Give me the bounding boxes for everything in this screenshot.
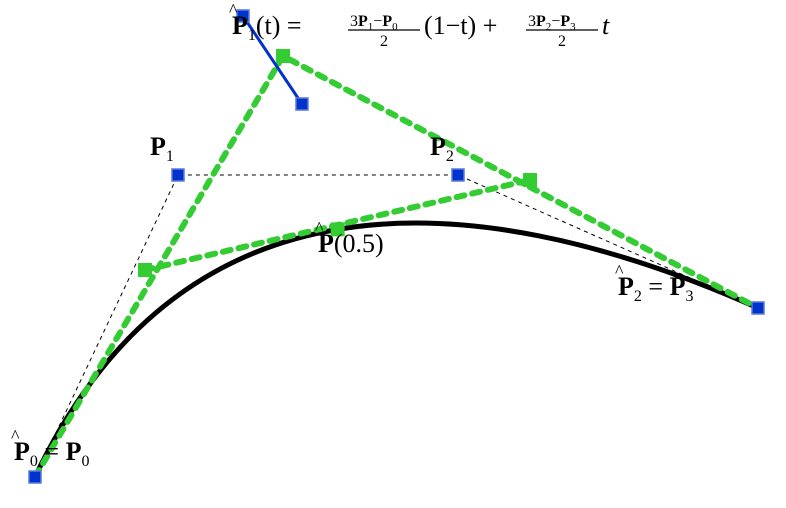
- label-p1: P1: [150, 132, 174, 165]
- formula-lead: P1(t) =: [232, 11, 302, 44]
- formula-frac2-den: 2: [558, 33, 566, 50]
- formula-mid2: t: [602, 11, 610, 40]
- label-formula: P1(t) = ^3P1−P02(1−t) + 3P2−P32t: [229, 0, 610, 50]
- label-phat0-hat: ^: [11, 426, 20, 446]
- marker-p3: [752, 302, 764, 314]
- label-p2: P2: [430, 132, 454, 165]
- formula-mid1: (1−t) +: [424, 11, 497, 40]
- marker-qhat1: [276, 49, 290, 63]
- label-phat2-hat: ^: [615, 261, 624, 281]
- bezier-curve: [35, 223, 758, 477]
- formula-lead-hat: ^: [229, 0, 238, 20]
- label-phat0: P0 = P0: [14, 437, 89, 470]
- label-phat-half-hat: ^: [315, 218, 324, 238]
- formula-frac1-den: 2: [380, 33, 388, 50]
- marker-p2: [452, 169, 464, 181]
- marker-mid-right: [523, 173, 537, 187]
- marker-apex-b: [296, 98, 308, 110]
- marker-mid-left: [138, 263, 152, 277]
- marker-p0: [29, 471, 41, 483]
- label-phat-half: P(0.5): [318, 229, 384, 258]
- marker-p1: [172, 169, 184, 181]
- label-phat2: P2 = P3: [618, 272, 693, 305]
